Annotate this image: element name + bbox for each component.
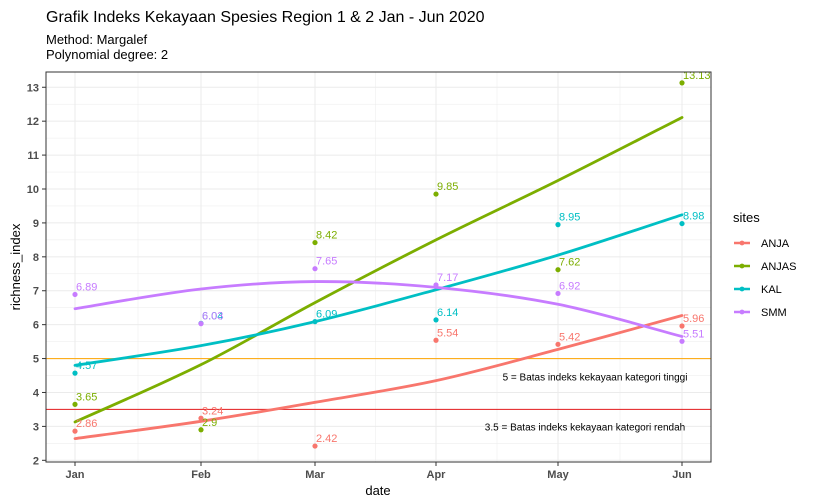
point-smm	[555, 290, 561, 297]
point-label-kal: 6.09	[316, 309, 337, 321]
legend-label-kal: KAL	[761, 284, 782, 296]
point-smm	[679, 338, 685, 344]
point-label-smm: 6.89	[76, 281, 97, 293]
y-axis-ticks: 2 3 4 5 6 7 8 9 10 11 12 13	[27, 82, 46, 467]
point-anja	[72, 428, 78, 434]
x-tick-label: Feb	[191, 469, 211, 481]
point-anja	[679, 323, 685, 329]
point-kal	[679, 220, 685, 227]
point-anjas	[555, 267, 561, 273]
y-tick-label: 4	[33, 387, 40, 399]
point-label-anjas: 3.65	[76, 391, 97, 403]
y-tick-label: 8	[33, 252, 39, 264]
legend-point-kal	[739, 286, 745, 292]
point-label-smm: 7.17	[437, 272, 458, 284]
trend-line-smm	[73, 280, 684, 338]
plot-panel	[45, 71, 712, 463]
reference-label: 3.5 = Batas indeks kekayaan kategori ren…	[485, 422, 685, 433]
x-axis-title: date	[365, 483, 390, 498]
trend-line-kal	[73, 213, 684, 367]
legend-title: sites	[733, 210, 760, 225]
y-tick-label: 13	[27, 82, 39, 94]
x-tick-label: Jun	[672, 469, 692, 481]
x-tick-label: Apr	[427, 469, 447, 481]
legend-label-anjas: ANJAS	[761, 261, 796, 273]
trend-line-anja	[73, 314, 684, 440]
point-kal	[555, 222, 561, 228]
legend-point-smm	[739, 309, 745, 315]
point-label-kal: 6.04	[202, 310, 223, 322]
point-label-kal: 6.14	[437, 307, 458, 319]
point-kal	[433, 317, 439, 323]
point-label-anjas: 13.13	[683, 70, 711, 82]
point-anjas	[312, 239, 318, 246]
legend-point-anjas	[739, 263, 745, 269]
point-kal	[312, 319, 318, 325]
point-label-anja: 2.86	[76, 418, 97, 430]
point-label-kal: 8.98	[683, 211, 704, 223]
y-tick-label: 2	[33, 455, 39, 467]
point-label-smm: 6.03	[202, 311, 223, 323]
point-anjas	[679, 80, 685, 86]
point-anjas	[198, 427, 204, 433]
point-anja	[198, 415, 204, 421]
point-label-smm: 5.51	[683, 328, 704, 340]
point-label-anja: 5.42	[559, 331, 580, 343]
y-tick-label: 11	[27, 150, 39, 162]
point-anja	[312, 443, 318, 449]
x-axis-ticks: Jan Feb Mar Apr May Jun	[66, 462, 692, 481]
point-label-anja: 2.42	[316, 433, 337, 445]
y-axis-title: richness_index	[8, 223, 23, 310]
legend-label-smm: SMM	[761, 307, 787, 319]
point-smm	[433, 282, 439, 288]
y-tick-label: 7	[33, 286, 39, 298]
x-tick-label: Mar	[305, 469, 325, 481]
reference-lines	[46, 358, 711, 410]
point-kal	[72, 370, 78, 376]
point-anja	[555, 341, 561, 347]
point-label-anjas: 7.62	[559, 257, 580, 269]
y-tick-label: 6	[33, 320, 39, 332]
point-label-anja: 5.54	[437, 327, 458, 339]
point-smm	[72, 291, 78, 298]
reference-label: 5 = Batas indeks kekayaan kategori tingg…	[503, 373, 688, 384]
point-anja	[433, 337, 439, 343]
trend-lines	[73, 116, 684, 440]
chart-title: Grafik Indeks Kekayaan Spesies Region 1 …	[46, 9, 485, 26]
trend-line-anjas	[73, 116, 684, 424]
point-label-kal: 4.57	[76, 360, 97, 372]
chart-subtitle-method: Method: Margalef	[46, 32, 148, 47]
x-tick-label: Jan	[66, 469, 85, 481]
point-labels: 2.86 3.24 2.42 5.54 5.42 5.96 3.65 2.9 8.42 9.85 7…	[76, 70, 711, 445]
y-tick-label: 12	[27, 116, 39, 128]
grid-lines	[46, 72, 711, 462]
y-tick-label: 10	[27, 184, 39, 196]
legend: sites ANJA ANJAS KAL SMM	[733, 210, 796, 321]
point-smm	[312, 266, 318, 272]
plot-border	[45, 71, 712, 463]
x-tick-label: May	[547, 469, 569, 481]
reference-labels: 5 = Batas indeks kekayaan kategori tingg…	[485, 373, 688, 434]
point-label-anjas: 9.85	[437, 181, 458, 193]
legend-label-anja: ANJA	[761, 238, 790, 250]
point-label-smm: 6.92	[559, 280, 580, 292]
legend-point-anja	[739, 240, 745, 246]
point-anjas	[72, 401, 78, 407]
y-tick-label: 3	[33, 421, 39, 433]
point-label-anjas: 2.9	[202, 417, 217, 429]
point-smm	[198, 321, 204, 327]
y-tick-label: 5	[33, 354, 39, 366]
point-label-anjas: 8.42	[316, 230, 337, 242]
y-tick-label: 9	[33, 218, 39, 230]
point-label-anja: 3.24	[202, 405, 223, 417]
point-label-anja: 5.96	[683, 313, 704, 325]
chart-subtitle-degree: Polynomial degree: 2	[46, 47, 168, 62]
point-anjas	[433, 191, 439, 197]
point-label-kal: 8.95	[559, 212, 580, 224]
point-label-smm: 7.65	[316, 256, 337, 268]
data-points	[72, 80, 685, 449]
